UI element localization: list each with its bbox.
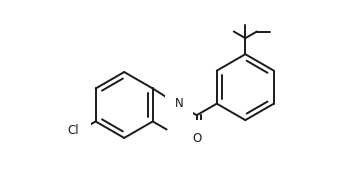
Text: Cl: Cl [68,124,79,137]
Text: H: H [171,92,180,102]
Text: O: O [192,132,201,145]
Text: N: N [175,97,183,110]
